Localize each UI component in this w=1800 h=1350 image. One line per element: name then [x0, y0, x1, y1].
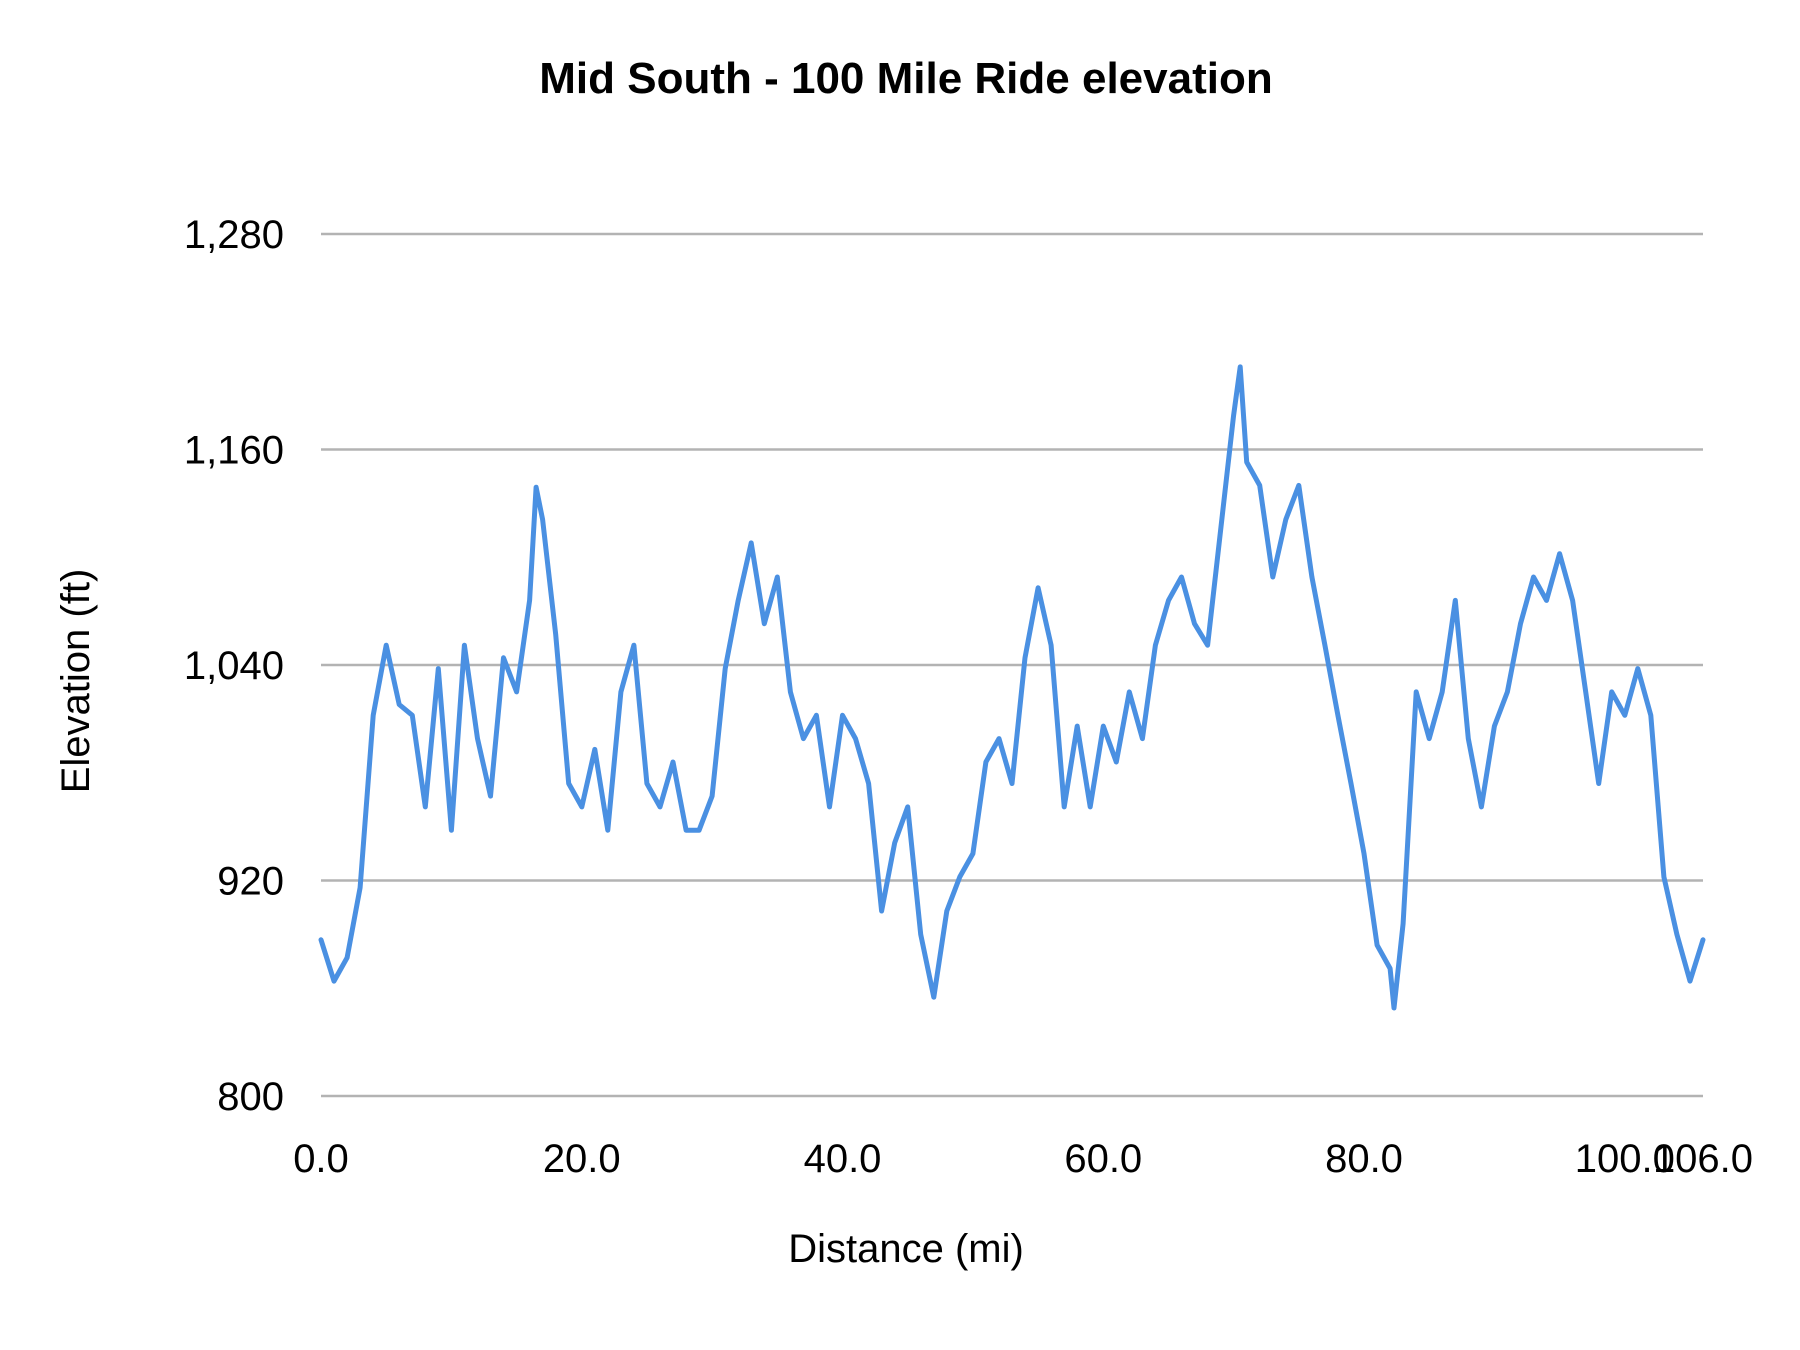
x-tick-label: 40.0 [804, 1137, 882, 1181]
x-tick-label: 0.0 [293, 1137, 349, 1181]
y-tick-label: 920 [217, 860, 284, 904]
y-tick-label: 1,280 [184, 213, 284, 257]
x-tick-label: 60.0 [1064, 1137, 1142, 1181]
y-axis-ticks: 800 920 1,040 1,160 1,280 [184, 213, 284, 1119]
x-tick-label: 80.0 [1325, 1137, 1403, 1181]
x-tick-label: 20.0 [543, 1137, 621, 1181]
y-axis-title: Elevation (ft) [54, 569, 98, 794]
elevation-line [318, 364, 1706, 1011]
gridlines [321, 232, 1703, 1098]
chart-title: Mid South - 100 Mile Ride elevation [539, 54, 1272, 103]
x-tick-label: 100.0 [1575, 1137, 1675, 1181]
y-tick-label: 1,160 [184, 429, 284, 473]
y-tick-label: 800 [217, 1075, 284, 1119]
x-axis-title: Distance (mi) [788, 1227, 1024, 1271]
y-tick-label: 1,040 [184, 644, 284, 688]
x-tick-label: 106.0 [1653, 1137, 1753, 1181]
